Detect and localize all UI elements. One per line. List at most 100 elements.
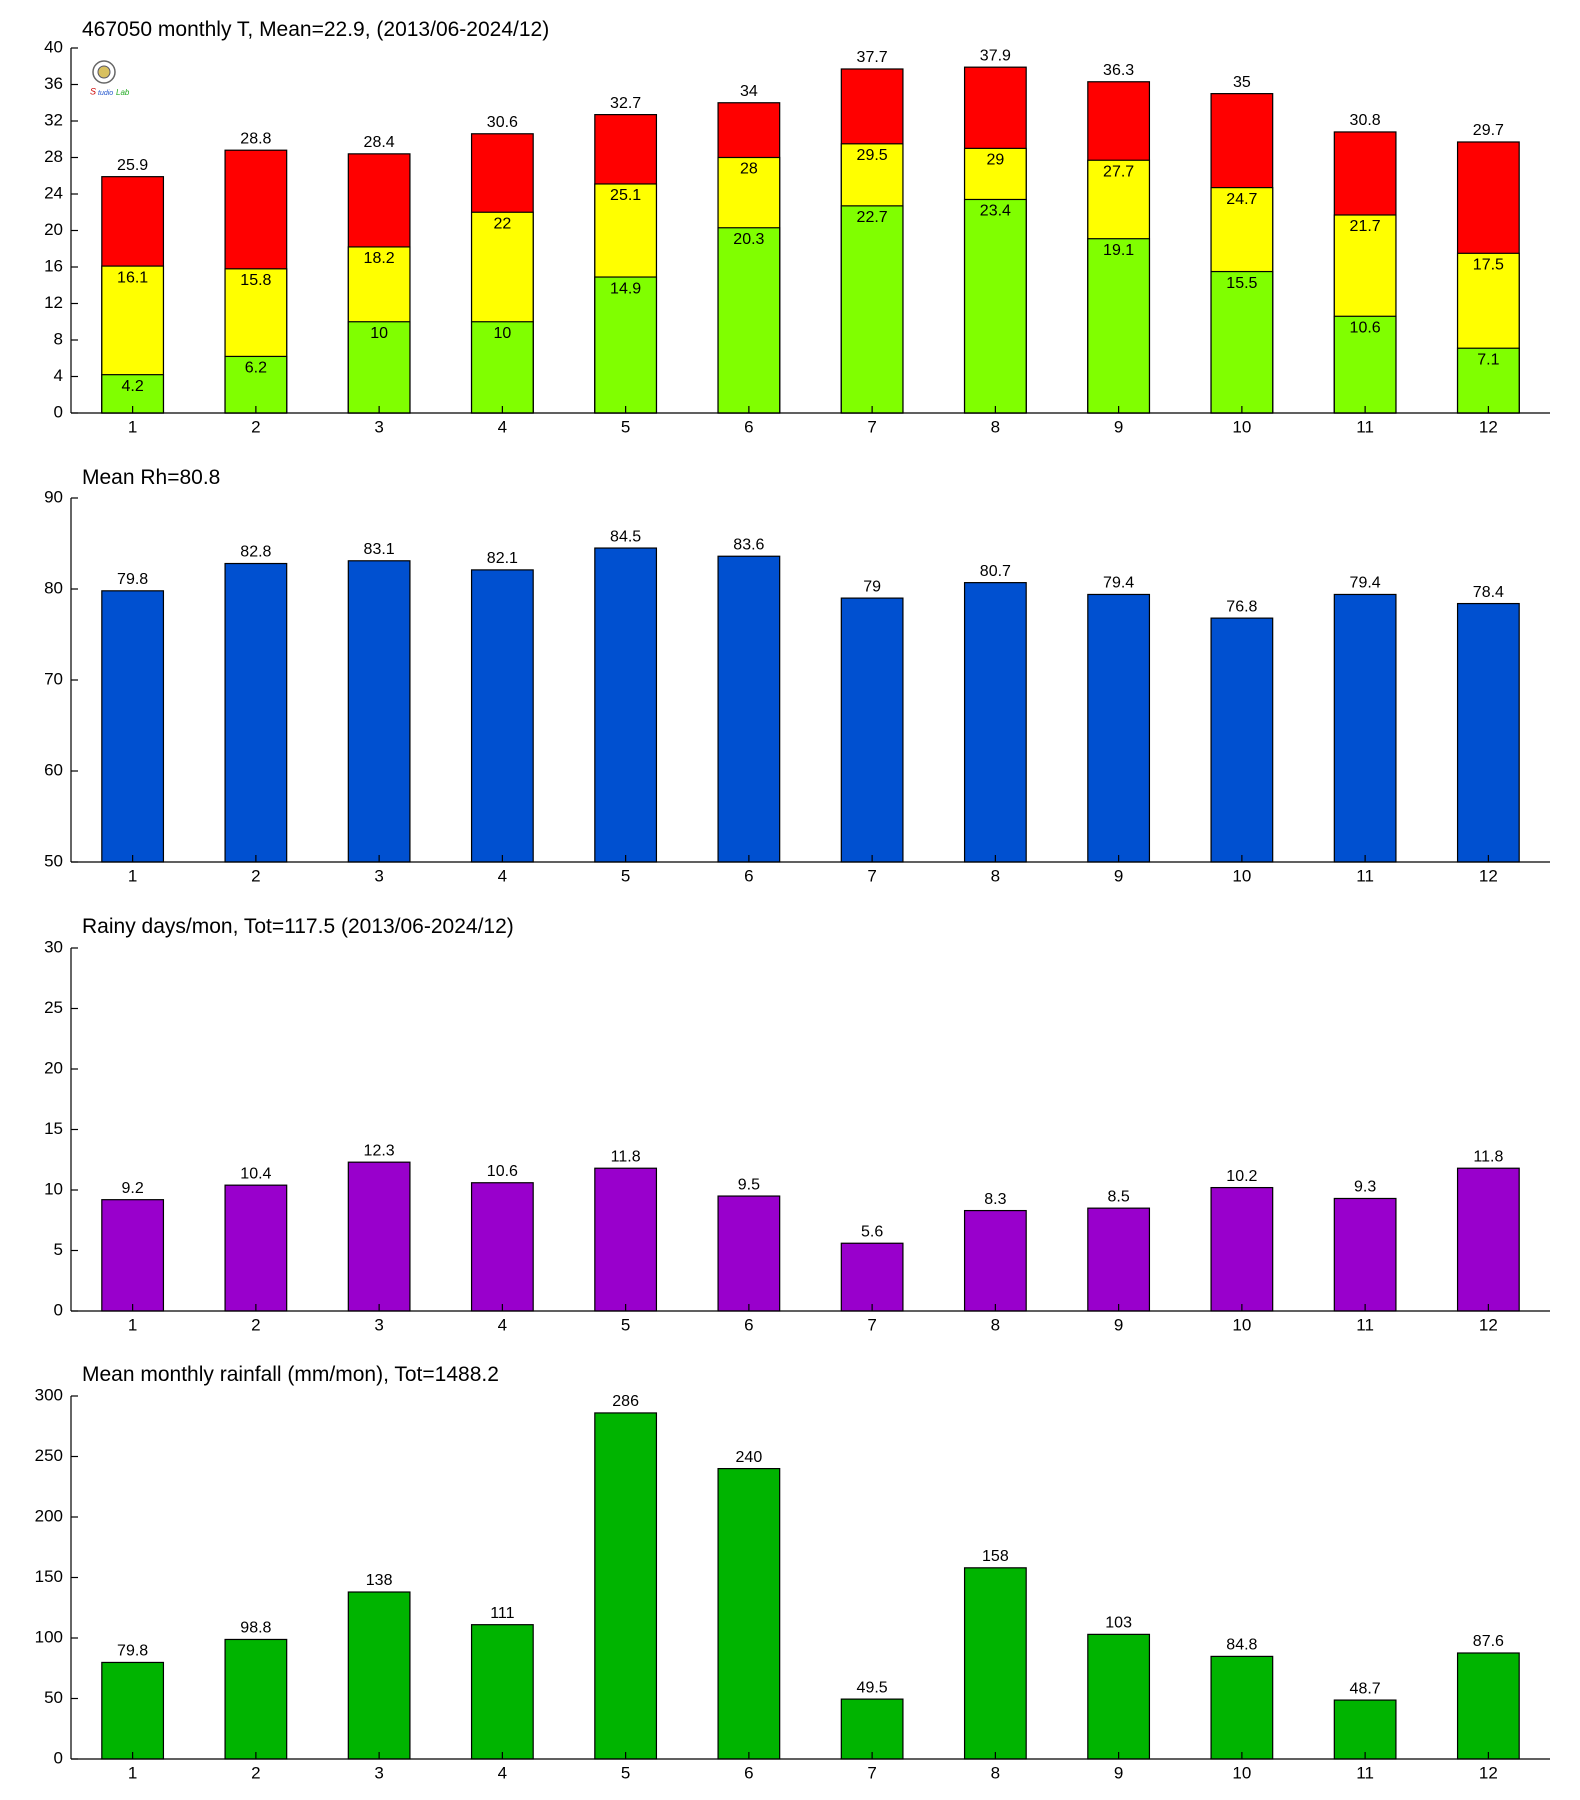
x-tick-label: 3 [374, 417, 383, 436]
value-label: 30.6 [487, 114, 518, 131]
bar [1456, 1652, 1520, 1760]
bar [594, 547, 658, 863]
value-label: 14.9 [610, 280, 641, 297]
x-tick-label: 10 [1232, 417, 1251, 436]
svg-text:tudio: tudio [98, 90, 113, 97]
x-tick-label: 10 [1232, 1315, 1251, 1334]
bar [101, 590, 165, 863]
x-tick-label: 7 [867, 1315, 876, 1334]
x-tick-label: 9 [1114, 866, 1123, 885]
x-tick-label: 3 [374, 1315, 383, 1334]
value-label: 80.7 [980, 563, 1011, 580]
bar [963, 582, 1027, 863]
y-tick-label: 25 [44, 998, 63, 1017]
value-label: 28 [740, 161, 758, 178]
x-tick-label: 4 [498, 1763, 507, 1782]
bar [594, 1167, 658, 1312]
x-tick-label: 2 [251, 1315, 260, 1334]
value-label: 8.3 [984, 1191, 1006, 1208]
x-tick-label: 3 [374, 1763, 383, 1782]
bar [1087, 238, 1151, 414]
value-label: 23.4 [980, 203, 1011, 220]
bar [470, 569, 534, 863]
bar [470, 1624, 534, 1760]
bar [347, 1161, 411, 1312]
value-label: 10.4 [240, 1165, 271, 1182]
value-label: 28.4 [364, 134, 395, 151]
y-tick-label: 15 [44, 1119, 63, 1138]
x-tick-label: 6 [744, 417, 753, 436]
x-tick-label: 12 [1479, 866, 1498, 885]
value-label: 5.6 [861, 1223, 883, 1240]
x-tick-label: 4 [498, 417, 507, 436]
value-label: 48.7 [1350, 1680, 1381, 1697]
value-label: 11.8 [611, 1148, 641, 1165]
y-tick-label: 24 [44, 183, 63, 202]
value-label: 98.8 [240, 1620, 271, 1637]
value-label: 15.8 [240, 272, 271, 289]
bar [1087, 593, 1151, 863]
value-label: 35 [1233, 74, 1251, 91]
x-tick-label: 1 [128, 1763, 137, 1782]
y-tick-label: 40 [44, 37, 63, 56]
value-label: 16.1 [117, 269, 148, 286]
x-tick-label: 5 [621, 866, 630, 885]
x-tick-label: 9 [1114, 1315, 1123, 1334]
y-tick-label: 0 [54, 1748, 63, 1767]
bar [717, 1195, 781, 1312]
value-label: 76.8 [1226, 598, 1257, 615]
bar [101, 1661, 165, 1760]
y-tick-label: 30 [44, 937, 63, 956]
y-tick-label: 4 [54, 366, 63, 385]
x-tick-label: 7 [867, 1763, 876, 1782]
bar [840, 205, 904, 414]
y-tick-label: 10 [44, 1179, 63, 1198]
value-label: 37.9 [980, 47, 1011, 64]
x-tick-label: 1 [128, 417, 137, 436]
y-tick-label: 5 [54, 1240, 63, 1259]
value-label: 34 [740, 83, 758, 100]
x-tick-label: 11 [1356, 866, 1374, 885]
value-label: 10 [370, 325, 388, 342]
bar [224, 1638, 288, 1760]
x-tick-label: 7 [867, 417, 876, 436]
bar [224, 562, 288, 863]
bar [1456, 1167, 1520, 1312]
x-tick-label: 1 [128, 866, 137, 885]
bar [717, 1467, 781, 1760]
value-label: 83.6 [733, 536, 764, 553]
bar [1333, 315, 1397, 414]
y-tick-label: 100 [35, 1627, 63, 1646]
x-tick-label: 6 [744, 1315, 753, 1334]
chart-title: Mean monthly rainfall (mm/mon), Tot=1488… [82, 1363, 499, 1386]
value-label: 37.7 [857, 49, 888, 66]
x-tick-label: 12 [1479, 1315, 1498, 1334]
bar [1456, 347, 1520, 414]
value-label: 79.4 [1350, 575, 1381, 592]
value-label: 84.8 [1226, 1637, 1257, 1654]
bar [840, 1698, 904, 1760]
value-label: 82.8 [240, 544, 271, 561]
x-tick-label: 11 [1356, 417, 1374, 436]
value-label: 22.7 [857, 209, 888, 226]
value-label: 10 [493, 325, 511, 342]
chart-title: 467050 monthly T, Mean=22.9, (2013/06-20… [82, 18, 549, 41]
x-tick-label: 8 [991, 1763, 1000, 1782]
bar [470, 1182, 534, 1312]
y-tick-label: 12 [44, 293, 63, 312]
x-tick-label: 10 [1232, 866, 1251, 885]
svg-text:S: S [90, 86, 96, 96]
value-label: 17.5 [1473, 257, 1504, 274]
y-tick-label: 0 [54, 402, 63, 421]
value-label: 21.7 [1350, 218, 1381, 235]
x-tick-label: 12 [1479, 1763, 1498, 1782]
bar [594, 1412, 658, 1760]
value-label: 78.4 [1473, 584, 1504, 601]
value-label: 28.8 [240, 130, 271, 147]
bar [1333, 1699, 1397, 1760]
x-tick-label: 8 [991, 417, 1000, 436]
bar [963, 198, 1027, 414]
y-tick-label: 8 [54, 329, 63, 348]
value-label: 84.5 [610, 528, 641, 545]
bar [1210, 1655, 1274, 1760]
